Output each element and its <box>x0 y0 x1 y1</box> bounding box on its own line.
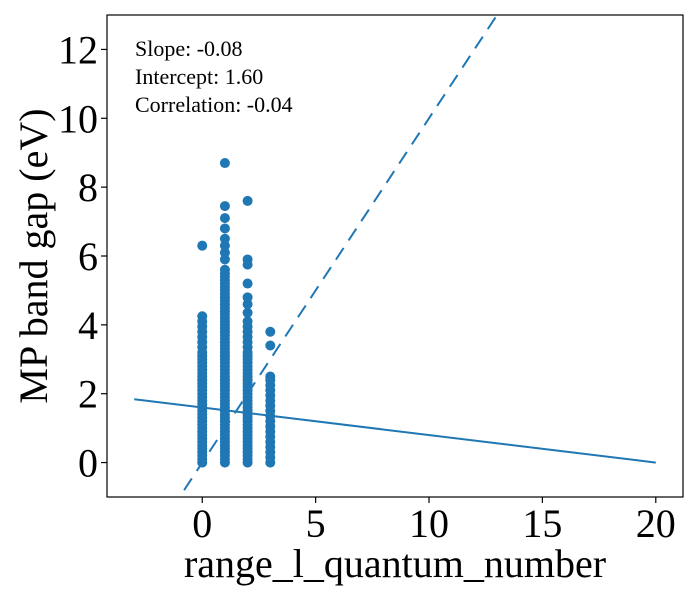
data-point <box>219 223 230 234</box>
data-point <box>219 158 230 169</box>
points-layer <box>197 158 276 468</box>
data-point <box>242 195 253 206</box>
x-axis-ticks: 0 5 10 15 20 <box>192 497 676 546</box>
data-point <box>219 213 230 224</box>
data-point <box>265 326 276 337</box>
correlation-annotation: Correlation: -0.04 <box>135 92 293 117</box>
y-tick-label: 12 <box>58 27 98 72</box>
data-point <box>219 201 230 212</box>
slope-annotation: Slope: -0.08 <box>135 36 243 61</box>
lines-layer <box>134 15 656 491</box>
identity-line <box>183 15 498 491</box>
x-tick-label: 5 <box>306 501 326 546</box>
data-point <box>242 278 253 289</box>
y-tick-label: 8 <box>78 165 98 210</box>
x-tick-label: 10 <box>409 501 449 546</box>
data-point <box>219 264 230 275</box>
y-axis-ticks: 0 2 4 6 8 10 12 <box>58 27 107 486</box>
y-tick-label: 6 <box>78 234 98 279</box>
x-axis-label: range_l_quantum_number <box>184 541 606 586</box>
data-point <box>197 240 208 251</box>
data-point <box>265 340 276 351</box>
x-tick-label: 15 <box>522 501 562 546</box>
y-tick-label: 4 <box>78 303 98 348</box>
data-point <box>265 371 276 382</box>
x-tick-label: 0 <box>192 501 212 546</box>
y-axis-label: MP band gap (eV) <box>11 108 56 403</box>
data-point <box>242 316 253 327</box>
data-point <box>242 254 253 265</box>
data-point <box>219 254 230 265</box>
intercept-annotation: Intercept: 1.60 <box>135 64 263 89</box>
y-tick-label: 2 <box>78 372 98 417</box>
data-point <box>219 247 230 258</box>
x-tick-label: 20 <box>636 501 676 546</box>
y-tick-label: 10 <box>58 96 98 141</box>
plot-area <box>134 15 656 491</box>
data-point <box>219 233 230 244</box>
data-point <box>197 311 208 322</box>
data-point <box>242 292 253 303</box>
y-tick-label: 0 <box>78 441 98 486</box>
regression-line <box>134 398 656 464</box>
data-point <box>242 307 253 318</box>
data-point <box>242 299 253 310</box>
data-point <box>219 240 230 251</box>
